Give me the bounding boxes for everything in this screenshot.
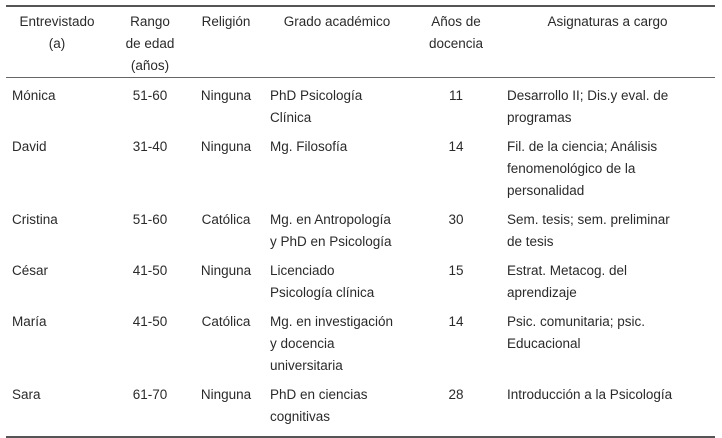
cell-courses: Fil. de la ciencia; Análisis fenomenológ…	[507, 139, 658, 198]
cell-years-teaching: 28	[448, 387, 464, 402]
header-age-range: Rango de edad (años)	[125, 14, 175, 73]
header-interviewee: Entrevistado (a)	[19, 14, 95, 51]
cell-age-range: 31-40	[132, 139, 168, 154]
cell-age-range: 51-60	[132, 88, 168, 103]
cell-courses: Desarrollo II; Dis.y eval. de programas	[507, 88, 669, 125]
cell-age-range: 51-60	[132, 212, 168, 227]
cell-degree: PhD Psicología Clínica	[270, 88, 363, 125]
cell-religion: Ninguna	[200, 263, 252, 278]
cell-religion: Católica	[201, 212, 251, 227]
cell-years-teaching: 15	[448, 263, 464, 278]
table-row: María 41-50 Católica Mg. en investigación y…	[6, 304, 715, 377]
cell-degree: Licenciado Psicología clínica	[270, 263, 375, 300]
cell-courses: Estrat. Metacog. del aprendizaje	[507, 263, 628, 300]
cell-courses: Psic. comunitaria; psic. Educacional	[507, 314, 646, 351]
interviewees-table: Entrevistado (a) Rango de edad (años) Re…	[6, 5, 715, 438]
cell-degree: PhD en ciencias cognitivas	[270, 387, 368, 424]
cell-courses: Introducción a la Psicología	[507, 387, 673, 402]
cell-name: César	[12, 263, 49, 278]
cell-years-teaching: 11	[448, 88, 463, 103]
cell-degree: Mg. en Antropología y PhD en Psicología	[270, 212, 392, 249]
cell-name: Mónica	[12, 88, 56, 103]
cell-name: David	[12, 139, 47, 154]
cell-years-teaching: 14	[448, 314, 464, 329]
table-row: David 31-40 Ninguna Mg. Filosofía 14 Fil. de …	[6, 129, 715, 202]
table-row: Sara 61-70 Ninguna PhD en ciencias cognitiv…	[6, 377, 715, 437]
header-courses: Asignaturas a cargo	[547, 14, 668, 29]
cell-religion: Ninguna	[200, 387, 252, 402]
cell-age-range: 41-50	[132, 314, 168, 329]
table-row: César 41-50 Ninguna Licenciado Psicología c…	[6, 253, 715, 304]
cell-age-range: 41-50	[132, 263, 168, 278]
header-years-teaching: Años de docencia	[428, 14, 484, 51]
cell-degree: Mg. Filosofía	[270, 139, 348, 154]
table-row: Mónica 51-60 Ninguna PhD Psicología Clínica…	[6, 78, 715, 130]
cell-name: María	[12, 314, 47, 329]
cell-years-teaching: 14	[448, 139, 464, 154]
cell-degree: Mg. en investigación y docencia universi…	[270, 314, 394, 373]
table-header: Entrevistado (a) Rango de edad (años) Re…	[6, 6, 715, 78]
cell-years-teaching: 30	[448, 212, 464, 227]
cell-name: Cristina	[12, 212, 58, 227]
cell-name: Sara	[12, 387, 41, 402]
cell-religion: Ninguna	[200, 139, 252, 154]
cell-age-range: 61-70	[132, 387, 168, 402]
table-row: Cristina 51-60 Católica Mg. en Antropología…	[6, 202, 715, 253]
cell-religion: Ninguna	[200, 88, 252, 103]
cell-courses: Sem. tesis; sem. preliminar de tesis	[507, 212, 670, 249]
header-religion: Religión	[201, 14, 251, 29]
cell-religion: Católica	[201, 314, 251, 329]
header-degree: Grado académico	[283, 14, 391, 29]
